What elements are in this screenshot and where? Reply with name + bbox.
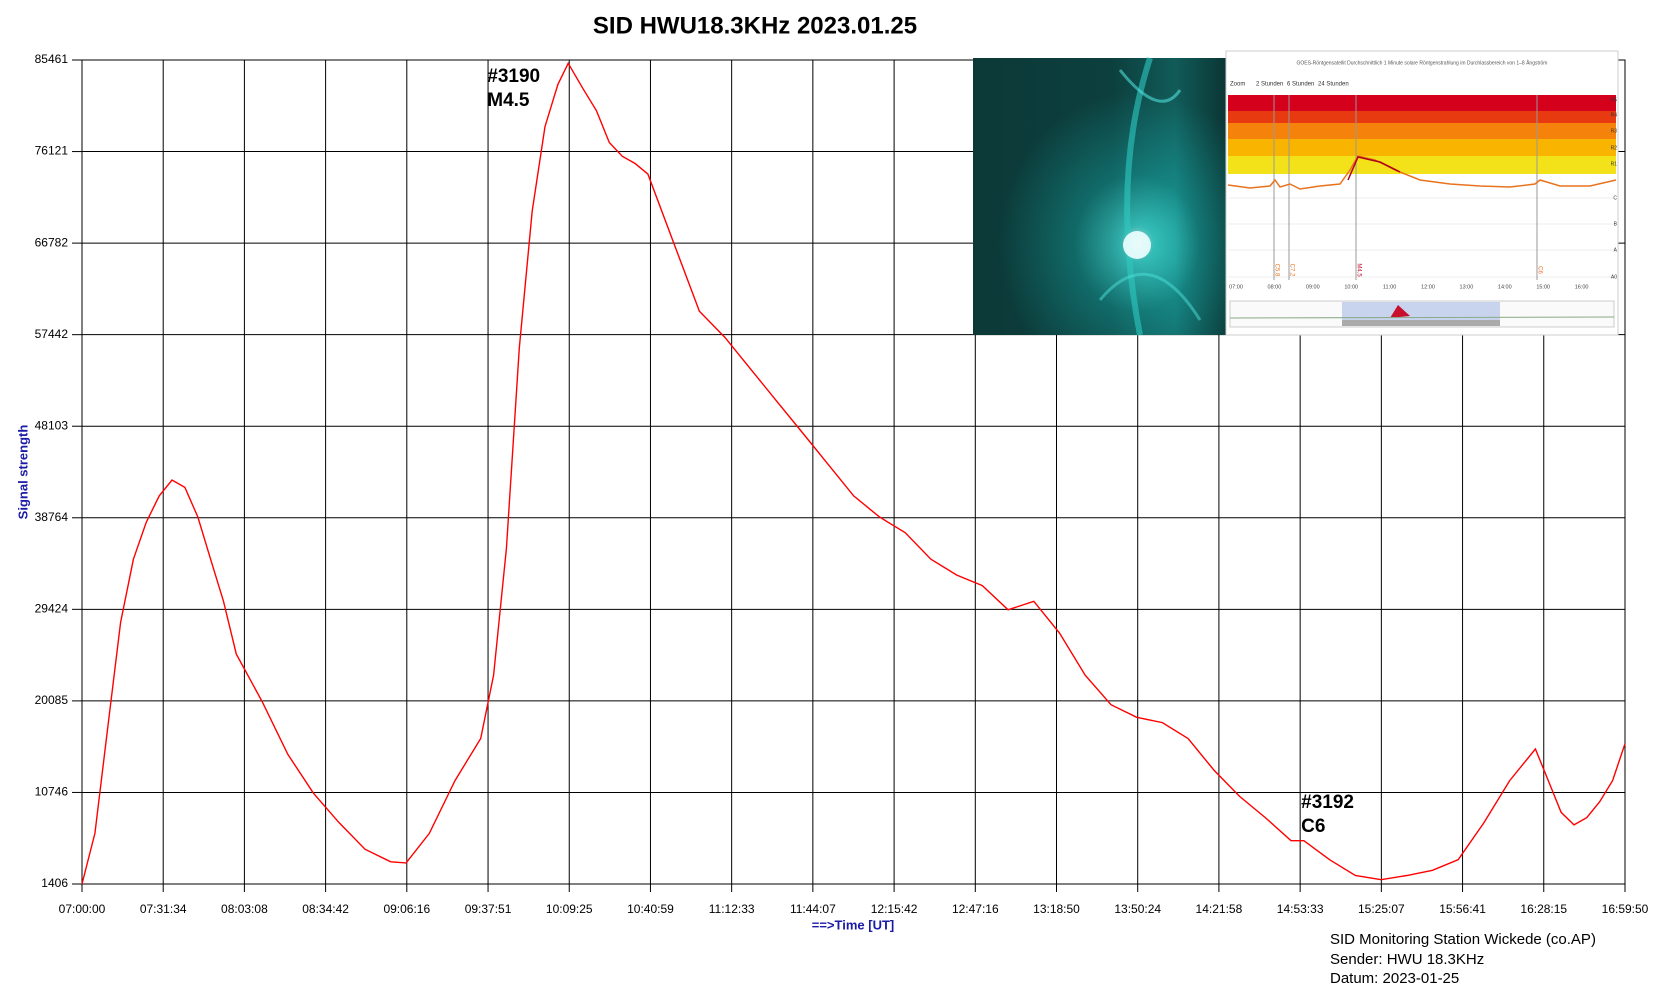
x-tick-label: 09:37:51: [465, 902, 512, 916]
inset-event: M4.5: [1355, 263, 1361, 277]
footer: SID Monitoring Station Wickede (co.AP) S…: [1330, 931, 1596, 987]
y-tick-label: 29424: [35, 602, 69, 616]
x-tick-label: 16:59:50: [1602, 902, 1649, 916]
chart-title: SID HWU18.3KHz 2023.01.25: [593, 12, 917, 39]
x-tick-label: 15:56:41: [1439, 902, 1486, 916]
annotation: C6: [1301, 816, 1325, 837]
footer-line: Sender: HWU 18.3KHz: [1330, 951, 1484, 968]
inset-time: 13:00: [1460, 284, 1474, 290]
x-tick-label: 13:18:50: [1033, 902, 1080, 916]
inset-time: 12:00: [1421, 284, 1435, 290]
plot-frame: [81, 59, 1626, 885]
x-tick-label: 08:03:08: [221, 902, 268, 916]
inset-zoom: Zoom: [1230, 82, 1245, 88]
y-tick-label: 48103: [35, 418, 69, 432]
inset-level: A: [1614, 247, 1618, 253]
inset-zoom: 2 Stunden: [1256, 82, 1283, 88]
inset-time: 11:00: [1383, 284, 1396, 290]
x-tick-label: 11:12:33: [709, 902, 755, 916]
x-tick-label: 11:44:07: [790, 902, 836, 916]
inset-level: C: [1613, 195, 1617, 201]
goes-inset: GOES-Röntgensatellit Durchschnittlich 1 …: [1225, 50, 1619, 336]
annotation: M4.5: [487, 90, 530, 111]
x-tick-label: 07:00:00: [59, 902, 106, 916]
annotation: #3190: [487, 66, 540, 87]
inset-event: C7.2: [1288, 264, 1294, 277]
solar-image: [973, 57, 1226, 336]
y-tick-label: 10746: [35, 785, 69, 799]
inset-zoom: 6 Stunden: [1287, 82, 1314, 88]
inset-level: R5: [1611, 97, 1618, 103]
inset-time: 09:00: [1306, 284, 1320, 290]
x-tick-label: 10:40:59: [627, 902, 674, 916]
y-tick-label: 38764: [35, 510, 69, 524]
y-tick-label: 66782: [35, 235, 69, 249]
x-tick-label: 09:06:16: [383, 902, 430, 916]
x-tick-label: 16:28:15: [1520, 902, 1567, 916]
x-tick-label: 15:25:07: [1358, 902, 1405, 916]
footer-line: Datum: 2023-01-25: [1330, 970, 1459, 987]
annotation: #3192: [1301, 792, 1354, 813]
footer-line: SID Monitoring Station Wickede (co.AP): [1330, 931, 1596, 948]
inset-level: B: [1614, 221, 1618, 227]
y-tick-label: 76121: [35, 144, 69, 158]
inset-time: 14:00: [1498, 284, 1512, 290]
y-tick-label: 85461: [35, 52, 69, 66]
inset-event: C6: [1536, 266, 1542, 274]
y-tick-label: 57442: [35, 327, 69, 341]
y-tick-label: 1406: [41, 876, 68, 890]
y-axis-label: Signal strength: [15, 425, 30, 520]
x-tick-label: 14:21:58: [1196, 902, 1243, 916]
inset-time: 08:00: [1268, 284, 1282, 290]
inset-event: C5.8: [1273, 264, 1279, 277]
x-tick-label: 14:53:33: [1277, 902, 1324, 916]
x-tick-label: 07:31:34: [140, 902, 187, 916]
x-tick-label: 12:15:42: [871, 902, 918, 916]
inset-zoom: 24 Stunden: [1318, 82, 1349, 88]
inset-level: R4: [1611, 112, 1618, 118]
x-tick-label: 10:09:25: [546, 902, 593, 916]
inset-time: 10:00: [1344, 284, 1358, 290]
inset-time: 15:00: [1536, 284, 1550, 290]
inset-level: R1: [1611, 161, 1618, 167]
x-tick-label: 12:47:16: [952, 902, 999, 916]
inset-title: GOES-Röntgensatellit Durchschnittlich 1 …: [1297, 59, 1548, 66]
inset-level: A0: [1611, 274, 1617, 280]
y-tick-label: 20085: [35, 693, 69, 707]
inset-time: 16:00: [1575, 284, 1589, 290]
inset-time: 07:00: [1229, 284, 1243, 290]
x-tick-label: 08:34:42: [302, 902, 349, 916]
x-axis-label: ==>Time [UT]: [812, 917, 894, 932]
x-tick-label: 13:50:24: [1114, 902, 1161, 916]
signal-line: [81, 61, 1626, 885]
inset-level: R3: [1611, 128, 1618, 134]
inset-level: R2: [1611, 145, 1618, 151]
